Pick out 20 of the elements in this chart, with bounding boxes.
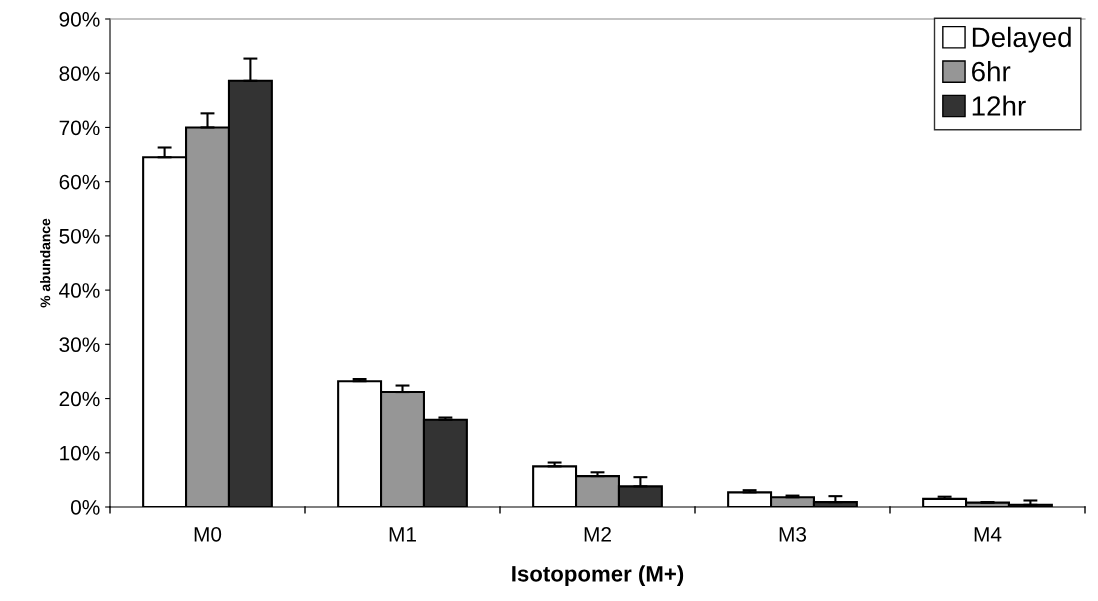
y-tick-label: 90% <box>59 12 100 27</box>
y-tick-label: 70% <box>59 120 100 136</box>
y-tick-label: 80% <box>59 66 100 81</box>
y-tick-label: 30% <box>59 337 100 353</box>
x-tick-label: M4 <box>974 527 1002 542</box>
x-tick-label: M0 <box>194 526 222 542</box>
x-tick-label: M2 <box>584 526 611 542</box>
y-tick-label: 0% <box>70 500 100 515</box>
x-axis-title: Isotopomer (M+) <box>512 565 684 587</box>
y-tick-label: 20% <box>59 391 100 407</box>
legend-label: 6hr <box>972 61 1011 82</box>
legend-label: 12hr <box>972 95 1026 116</box>
y-tick-label: 40% <box>59 283 100 298</box>
y-tick-label: 60% <box>59 174 100 190</box>
y-tick-label: 50% <box>59 228 100 244</box>
legend-label: Delayed <box>972 26 1071 53</box>
x-tick-label: M3 <box>779 526 807 542</box>
y-tick-label: 10% <box>60 445 100 461</box>
x-tick-label: M1 <box>389 527 416 542</box>
y-axis-title: % abundance <box>40 218 51 308</box>
